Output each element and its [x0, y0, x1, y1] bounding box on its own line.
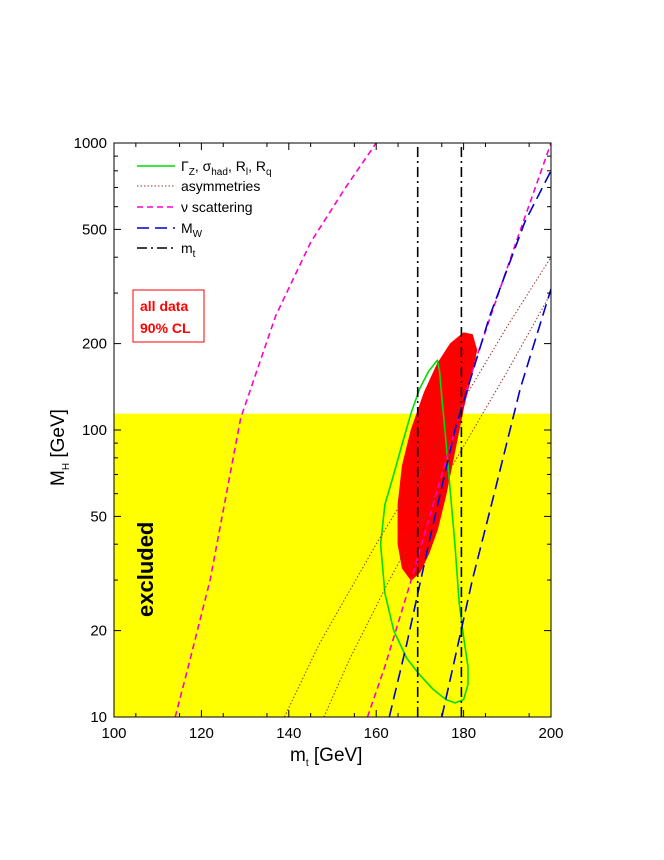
series-1-line-0 [283, 256, 551, 717]
series-3-line-1 [441, 288, 551, 717]
series-0-line-0 [379, 359, 469, 704]
y-tick-label-2: 50 [90, 508, 107, 525]
annotation-line-1: all data [140, 298, 188, 314]
axis-ticks: 100 120 140 160 180 200 10 20 50 100 200 500 1000 [74, 135, 564, 742]
series-3-line-0 [388, 170, 551, 717]
y-tick-label-5: 500 [82, 221, 107, 238]
x-axis-label: mt [GeV] [290, 745, 362, 769]
annotation-box: all data 90% CL [132, 289, 205, 343]
y-tick-label-6: 1000 [74, 135, 107, 152]
legend-label-4: mt [181, 240, 196, 260]
series-2-line-1 [366, 143, 551, 717]
excluded-region [114, 413, 551, 717]
x-tick-label-2: 140 [276, 725, 301, 742]
legend-label-2: ν scattering [181, 199, 253, 215]
legend-label-1: asymmetries [181, 178, 260, 194]
y-axis-label: MH [GeV] [48, 409, 72, 486]
x-tick-label-1: 120 [189, 725, 214, 742]
y-tick-label-1: 20 [90, 623, 107, 640]
legend: ΓZ, σhad, Rl, Rq asymmetries ν scatterin… [137, 158, 272, 260]
y-tick-label-4: 200 [82, 336, 107, 353]
legend-label-3: MW [181, 220, 203, 240]
series-1-line-1 [323, 292, 551, 717]
excluded-label: excluded [133, 522, 158, 617]
y-tick-label-0: 10 [90, 709, 107, 726]
x-tick-label-0: 100 [101, 725, 126, 742]
y-tick-label-3: 100 [82, 422, 107, 439]
x-tick-label-5: 200 [538, 725, 563, 742]
legend-label-0: ΓZ, σhad, Rl, Rq [181, 158, 272, 178]
x-tick-label-4: 180 [451, 725, 476, 742]
x-tick-label-3: 160 [364, 725, 389, 742]
series-2-line-0 [174, 143, 377, 717]
annotation-line-2: 90% CL [140, 320, 191, 336]
series-lines [174, 143, 551, 717]
excluded-band [114, 413, 551, 717]
